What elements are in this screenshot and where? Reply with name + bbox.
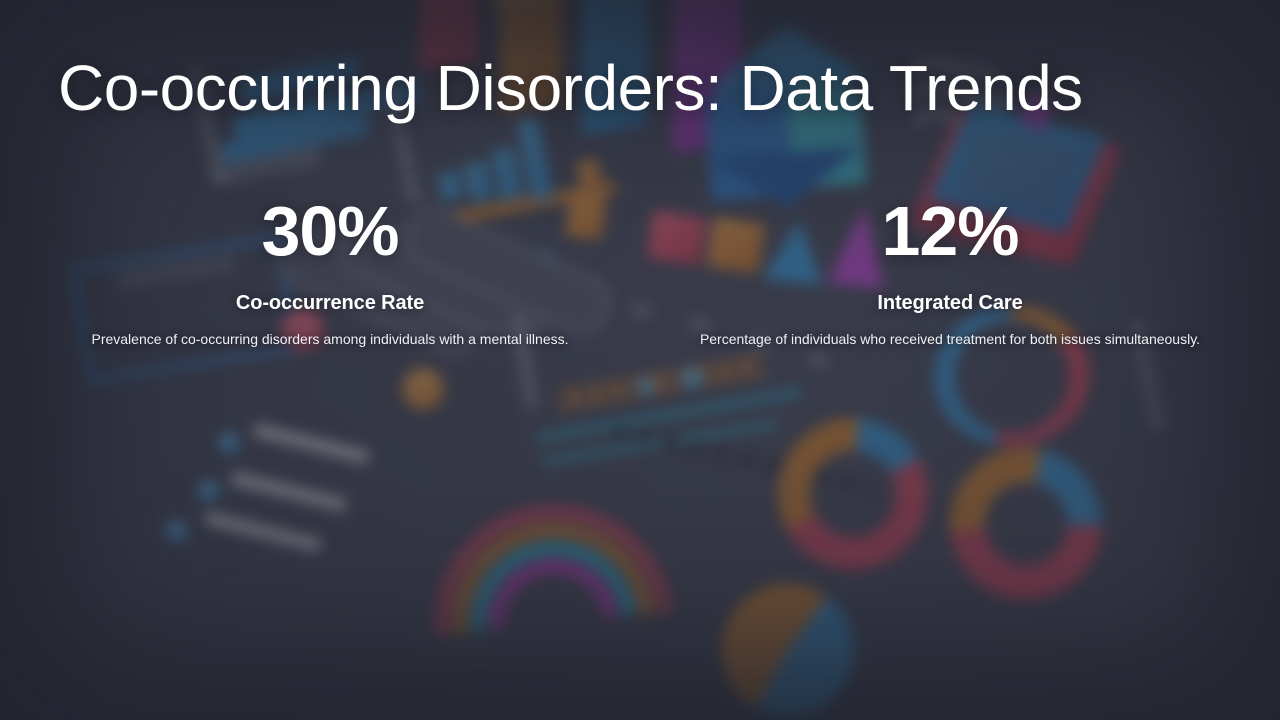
stat-description: Prevalence of co-occurring disorders amo… <box>91 331 569 347</box>
stat-block-integrated-care: 12% Integrated Care Percentage of indivi… <box>670 196 1230 349</box>
stat-label: Co-occurrence Rate <box>235 292 425 314</box>
stat-value: 30% <box>261 192 399 270</box>
stat-label: Integrated Care <box>877 292 1023 314</box>
page-title: Co-occurring Disorders: Data Trends <box>58 52 1083 124</box>
stat-block-co-occurrence-rate: 30% Co-occurrence Rate Prevalence of co-… <box>50 196 610 349</box>
stat-description: Percentage of individuals who received t… <box>699 331 1201 347</box>
stat-value: 12% <box>881 192 1019 270</box>
